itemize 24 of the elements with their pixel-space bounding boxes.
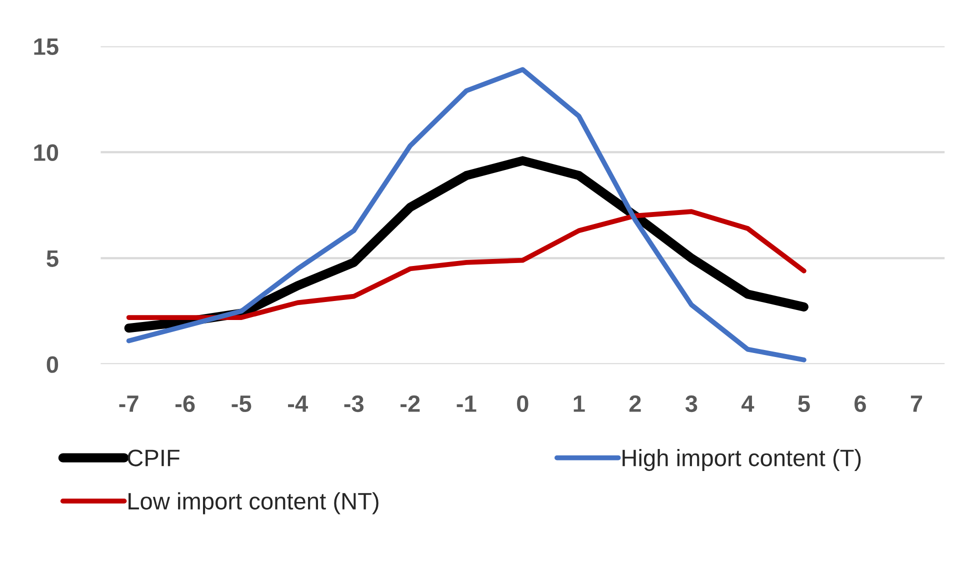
x-tick-label: -1 — [456, 396, 476, 412]
x-tick-label: 7 — [910, 396, 922, 412]
y-tick-label: 5 — [46, 250, 58, 267]
line-series — [126, 67, 806, 362]
x-tick-label: 6 — [854, 395, 866, 412]
x-tick-label: -4 — [288, 396, 308, 412]
x-tick-label: 3 — [685, 395, 698, 412]
legend-label: Low import content (NT) — [128, 492, 378, 514]
x-tick-label: -3 — [344, 395, 364, 412]
legend-label: CPIF — [128, 450, 180, 466]
x-tick-label: -2 — [400, 395, 420, 412]
y-tick-label: 10 — [34, 144, 58, 161]
y-tick-label: 15 — [34, 38, 58, 56]
x-tick-label: 2 — [629, 395, 641, 412]
x-tick-label: -5 — [232, 396, 252, 412]
y-tick-label: 0 — [46, 356, 58, 373]
x-tick-label: 0 — [517, 395, 528, 412]
line-series — [126, 209, 806, 320]
x-tick-label: 4 — [741, 396, 754, 412]
legend-label: High import content (T) — [622, 448, 861, 471]
x-tick-label: -7 — [119, 396, 138, 412]
x-tick-label: 1 — [574, 396, 585, 412]
x-tick-label: 5 — [798, 396, 810, 412]
x-tick-label: -6 — [176, 395, 195, 412]
